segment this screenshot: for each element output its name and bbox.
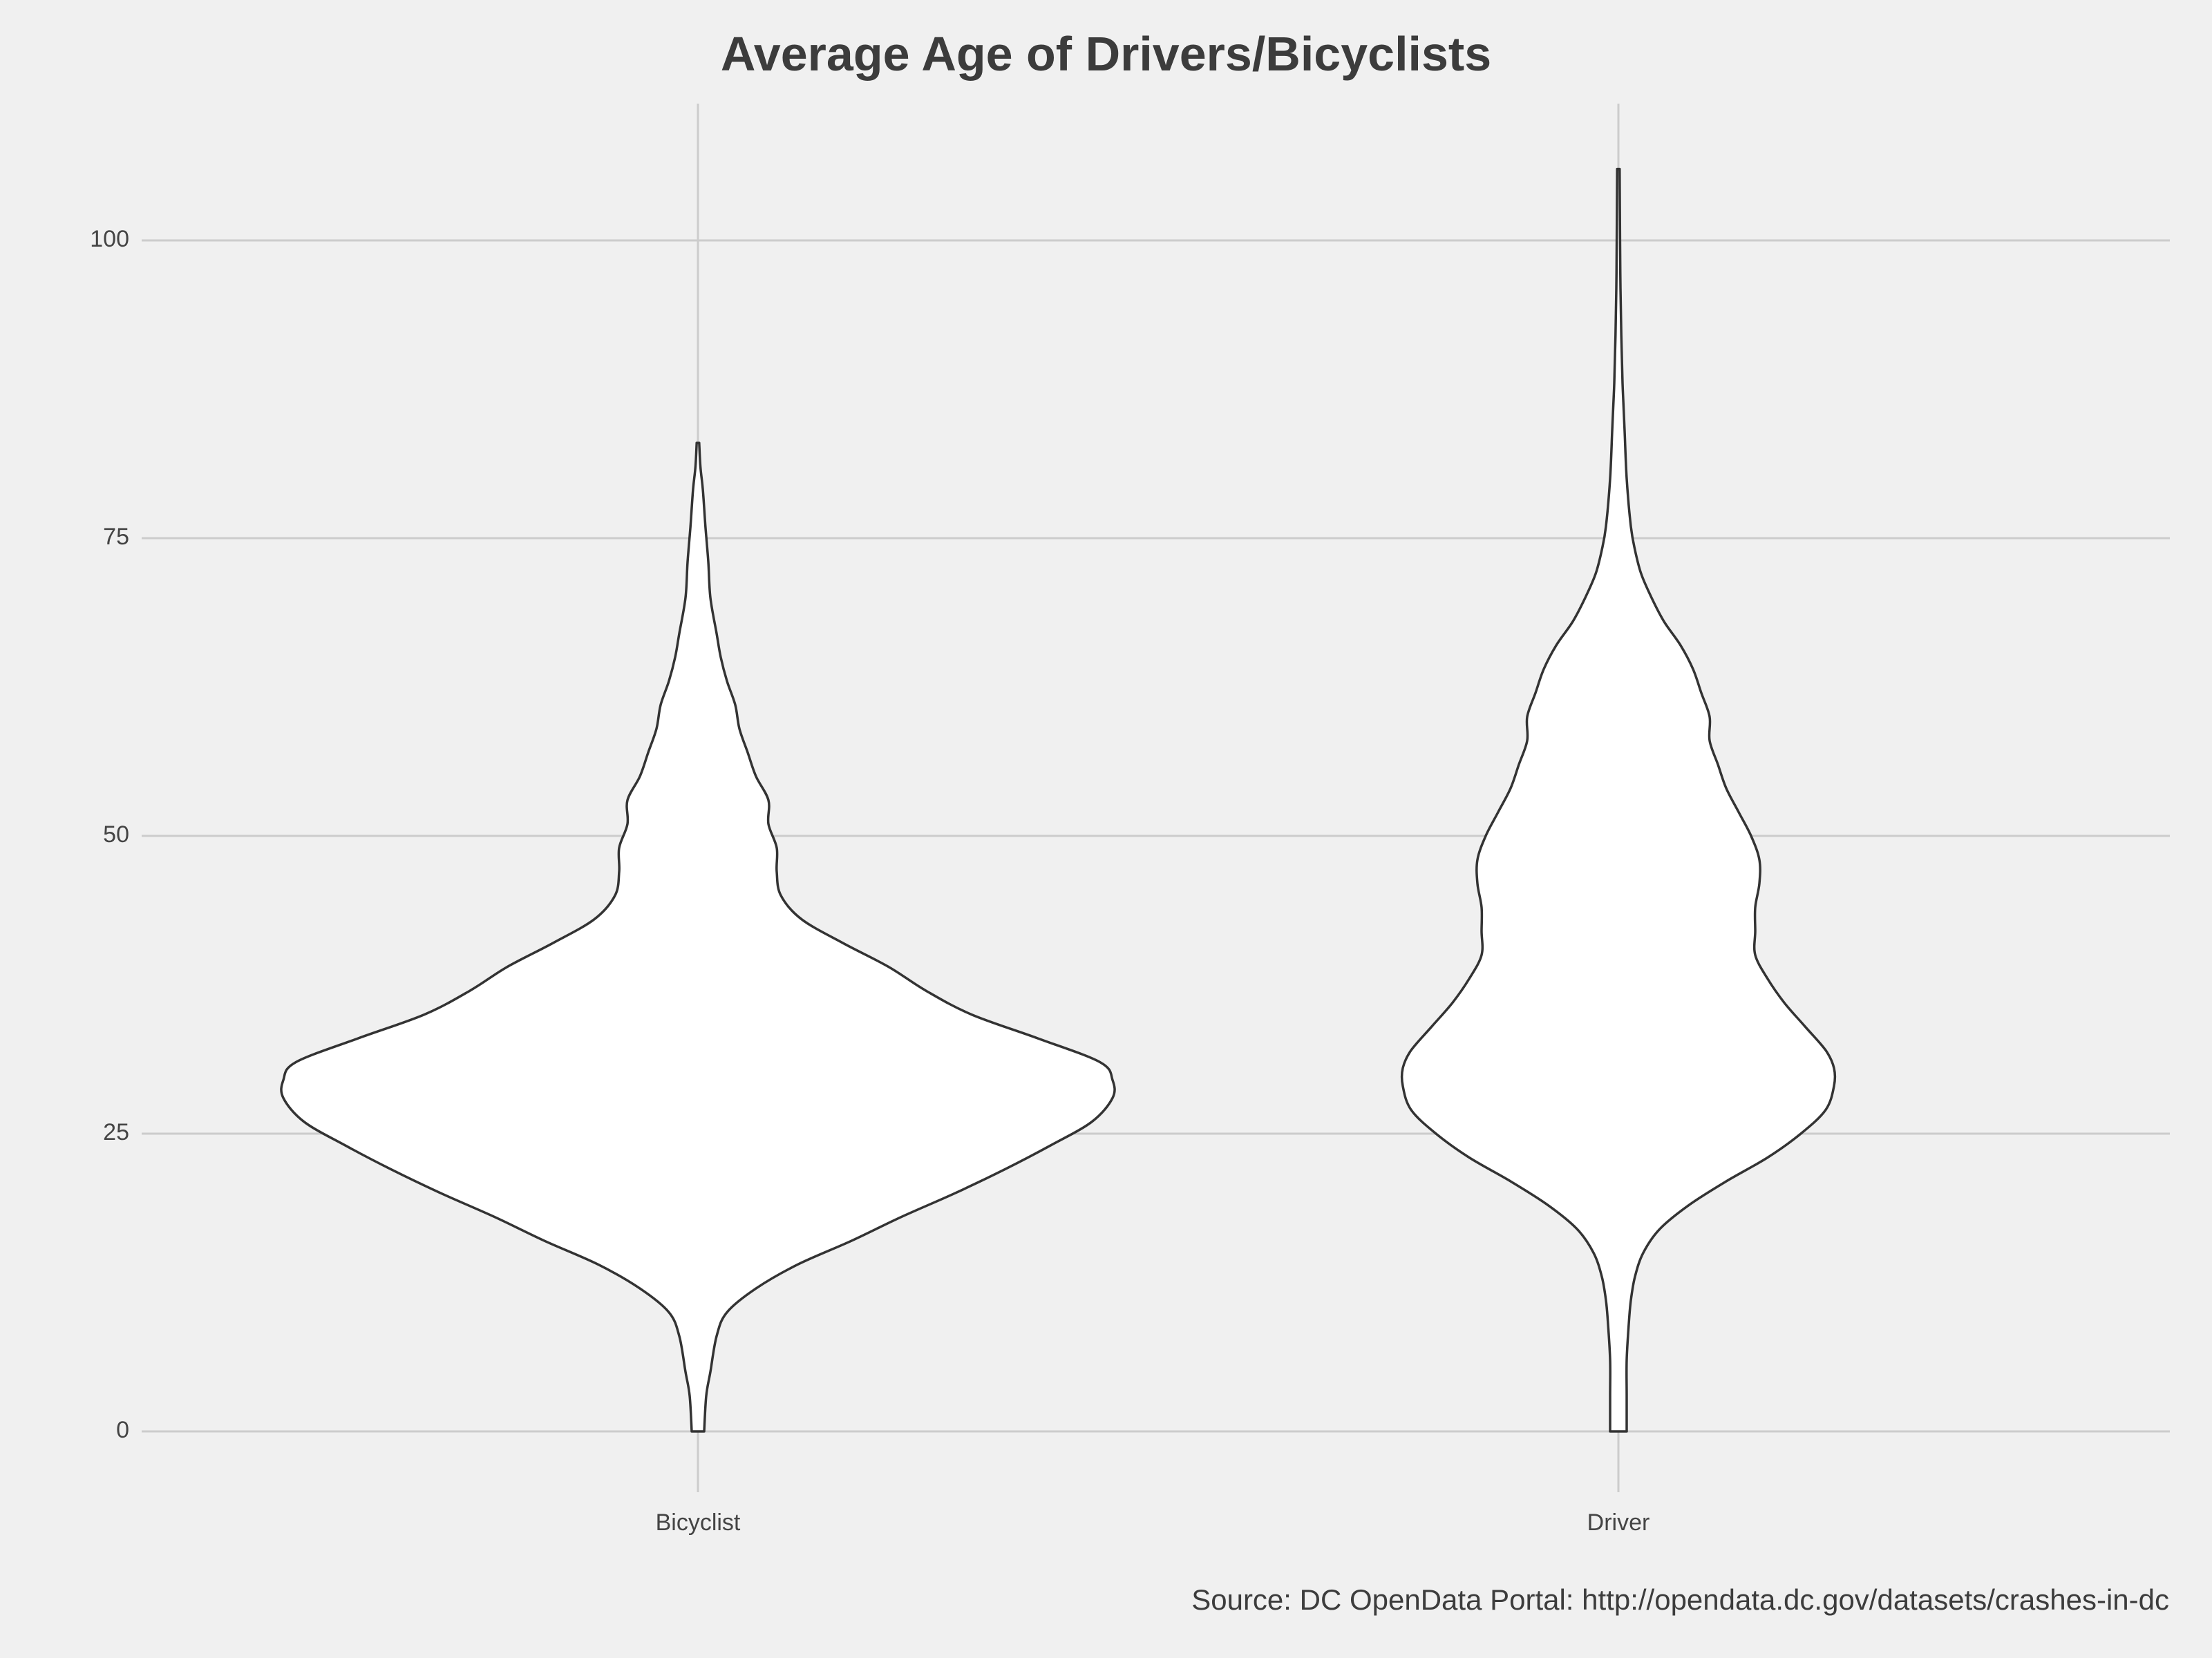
y-tick-label-100: 100 <box>90 226 129 252</box>
violin-bicyclist <box>280 441 1116 1433</box>
x-tick-label-driver: Driver <box>1587 1509 1650 1536</box>
x-tick-label-bicyclist: Bicyclist <box>656 1509 741 1536</box>
source-caption: Source: DC OpenData Portal: http://opend… <box>1191 1583 2169 1616</box>
x-axis-tick-labels: Bicyclist Driver <box>656 1509 1650 1536</box>
y-tick-label-0: 0 <box>116 1417 129 1443</box>
y-tick-label-75: 75 <box>103 524 129 550</box>
violin-driver <box>1400 167 1837 1433</box>
chart-title: Average Age of Drivers/Bicyclists <box>720 27 1492 81</box>
violin-layer <box>280 167 1837 1433</box>
grid-layer <box>142 104 2170 1492</box>
y-axis-tick-labels: 0 25 50 75 100 <box>90 226 129 1443</box>
y-tick-label-50: 50 <box>103 821 129 848</box>
y-tick-label-25: 25 <box>103 1119 129 1145</box>
